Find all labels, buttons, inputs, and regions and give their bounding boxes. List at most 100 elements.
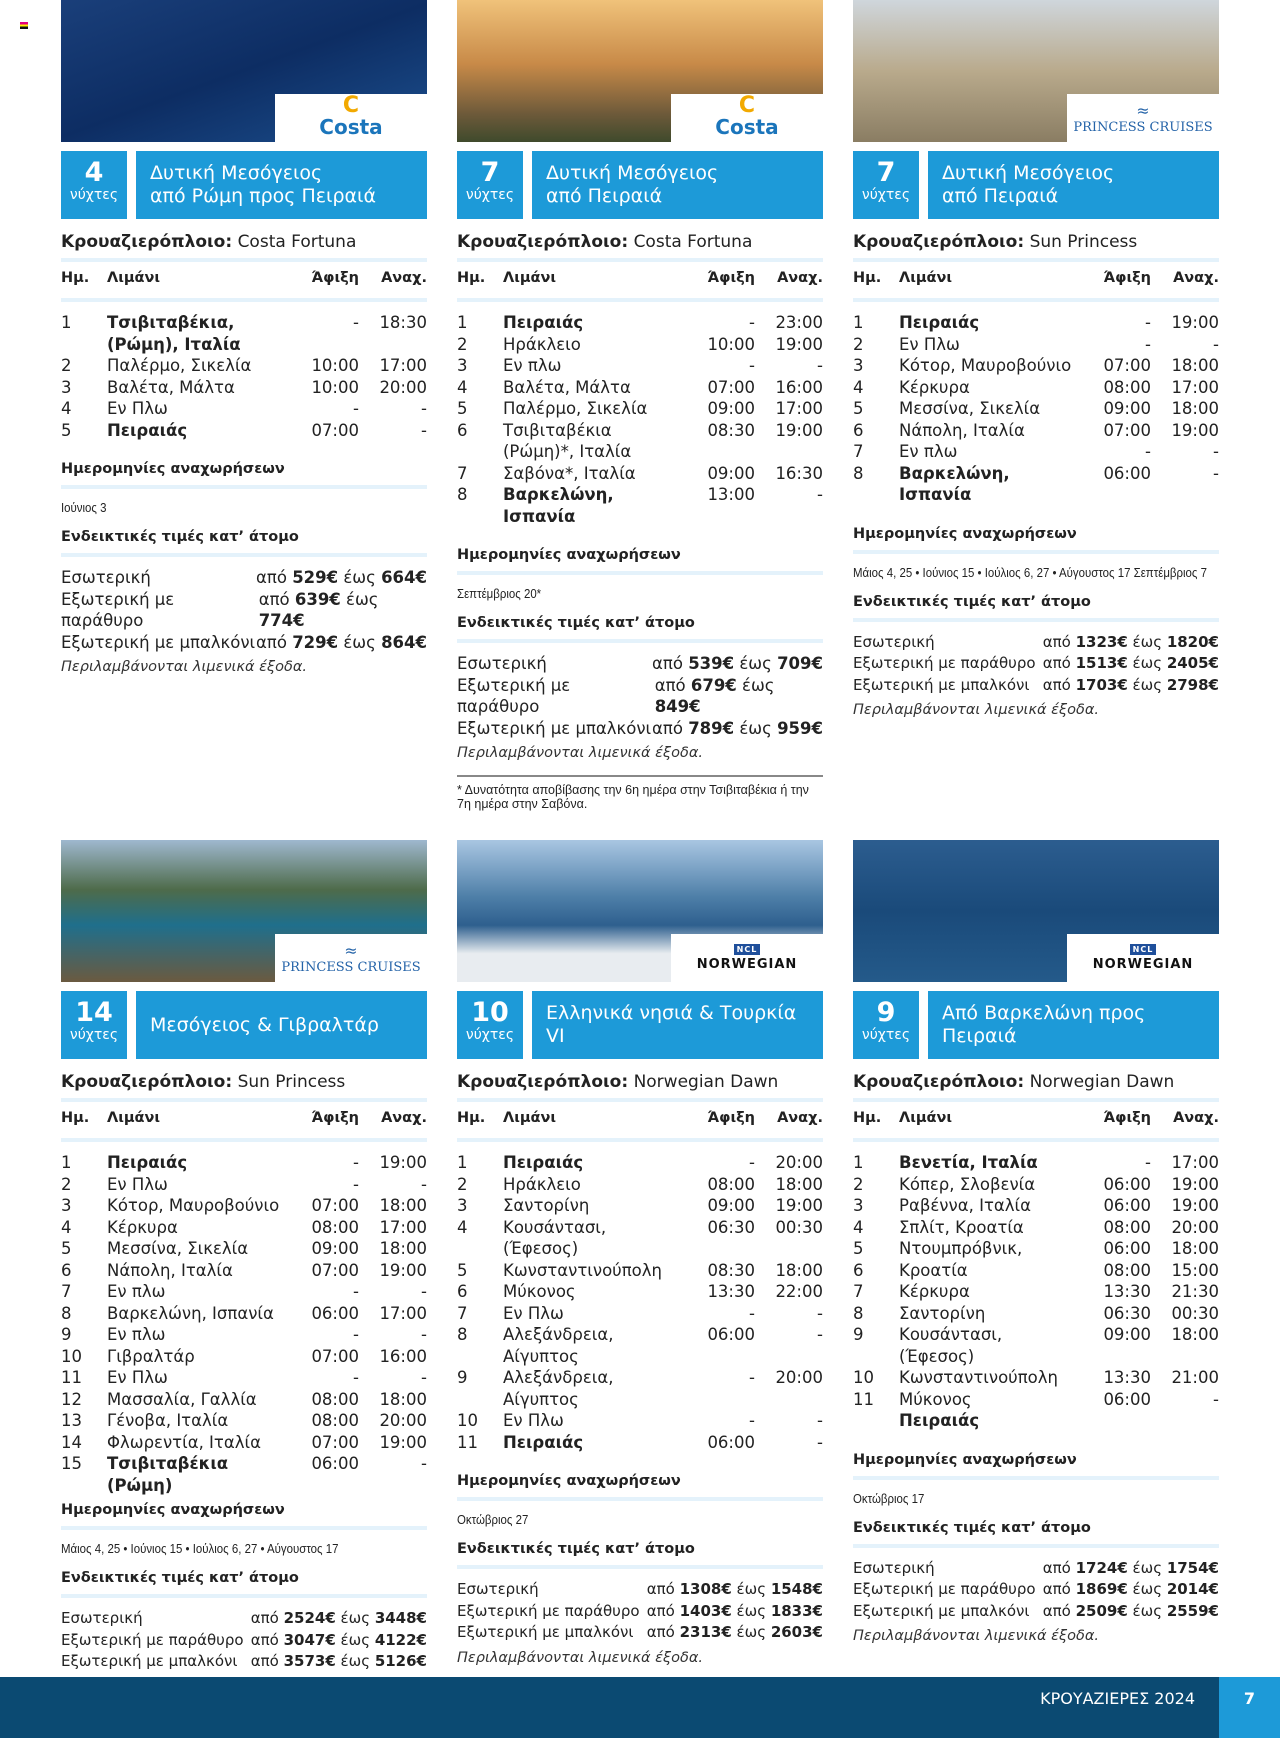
price-list: Εσωτερική από 539€ έως 709€ Εξωτερική με π…: [457, 653, 823, 739]
price-range: από 2313€ έως 2603€: [647, 1622, 823, 1644]
cruise-header: 4 νύχτες Δυτική Μεσόγειος από Ρώμη προς Πε…: [61, 151, 427, 219]
nights-count: 7: [480, 157, 500, 188]
price-row: Εξωτερική με παράθυρο από 1513€ έως 2405€: [853, 653, 1219, 675]
ship-name: Κρουαζιερόπλοιο: Costa Fortuna: [457, 232, 823, 252]
port: Πειραιάς: [899, 313, 980, 332]
cabin-type: Εσωτερική: [457, 1580, 539, 1598]
departure: 17:00: [379, 1303, 427, 1323]
arrival: -: [353, 1153, 359, 1172]
table-row: 2 Ηράκλειο 10:00 19:00: [457, 334, 823, 356]
port: Φλωρεντία, Ιταλία: [107, 1432, 261, 1452]
day: 2: [853, 1174, 864, 1194]
port: Κωνσταντινούπολη: [503, 1260, 662, 1280]
price-row: Εξωτερική με παράθυρο από 3047€ έως 4122€: [61, 1630, 427, 1652]
col-departure: Αναχ.: [755, 270, 823, 302]
arrival: -: [749, 356, 755, 375]
col-day: Ημ.: [853, 1110, 899, 1142]
col-arrival: Άφιξη: [289, 1110, 359, 1142]
price-to: 5126€: [374, 1652, 427, 1670]
cruise-title-line: Ελληνικά νησιά & Τουρκία VI: [546, 1002, 797, 1047]
cruise-title: Μεσόγειος & Γιβραλτάρ: [136, 991, 427, 1059]
ship-label: Κρουαζιερόπλοιο:: [853, 232, 1025, 252]
price-from: 1703€: [1075, 675, 1128, 694]
price-row: Εσωτερική από 539€ έως 709€: [457, 653, 823, 675]
price-list: Εσωτερική από 1308€ έως 1548€ Εξωτερική με…: [457, 1579, 823, 1644]
table-row: 3 Ραβέννα, Ιταλία 06:00 19:00: [853, 1195, 1219, 1217]
day: 7: [457, 1303, 468, 1323]
day: 7: [853, 1282, 864, 1301]
day: 5: [61, 420, 72, 440]
nights-badge: 7 νύχτες: [457, 151, 523, 219]
col-arrival: Άφιξη: [289, 270, 359, 302]
arrival: 07:00: [311, 1196, 359, 1215]
from-word: από: [250, 1630, 279, 1649]
arrival: 08:00: [1103, 1260, 1151, 1280]
day: 3: [853, 1196, 864, 1215]
price-range: από 2509€ έως 2559€: [1043, 1601, 1219, 1623]
departure: 16:30: [775, 463, 823, 483]
cruise-header: 7 νύχτες Δυτική Μεσόγειος από Πειραιά: [853, 151, 1219, 219]
costa-logo: C Costa: [671, 94, 823, 142]
cabin-type: Εξωτερική με παράθυρο: [61, 1630, 244, 1649]
departure: -: [421, 1368, 427, 1387]
col-day: Ημ.: [853, 270, 899, 302]
price-note: Περιλαμβάνονται λιμενικά έξοδα.: [457, 1649, 704, 1666]
prices-heading: Ενδεικτικές τιμές κατ’ άτομο: [61, 529, 427, 557]
nights-count: 7: [876, 157, 896, 188]
price-from: 1724€: [1075, 1558, 1128, 1577]
cabin-type: Εξωτερική με παράθυρο: [457, 1601, 640, 1620]
table-row: 2 Παλέρμο, Σικελία 10:00 17:00: [61, 355, 427, 377]
norwegian-logo: NCL NORWEGIAN: [1067, 934, 1219, 982]
ship-name: Κρουαζιερόπλοιο: Sun Princess: [853, 232, 1219, 252]
table-row: 11 Εν Πλω - -: [61, 1367, 427, 1389]
to-word: έως: [739, 718, 772, 738]
port: Εν πλω: [107, 1282, 166, 1301]
port: Βενετία, Ιταλία: [899, 1153, 1038, 1172]
day: 10: [457, 1411, 478, 1430]
to-word: έως: [736, 1580, 767, 1598]
cabin-type: Εξωτερική με μπαλκόνι: [61, 632, 256, 652]
nights-count: 9: [876, 997, 896, 1028]
departure: 20:00: [1171, 1217, 1219, 1237]
price-from: 639€: [294, 589, 341, 609]
from-word: από: [1042, 675, 1071, 694]
departure: 19:00: [1171, 420, 1219, 440]
nights-label: νύχτες: [861, 1027, 911, 1043]
day: 4: [457, 1217, 468, 1237]
departure: 18:00: [379, 1239, 427, 1258]
cabin-type: Εξωτερική με παράθυρο: [853, 1580, 1036, 1598]
table-row: 11 Μύκονος 06:00 -: [853, 1389, 1219, 1411]
arrival: 13:30: [1103, 1282, 1151, 1301]
from-word: από: [652, 718, 683, 738]
from-word: από: [652, 654, 683, 673]
price-from: 1403€: [679, 1601, 732, 1620]
departure: 18:00: [1171, 399, 1219, 418]
table-row: 7 Εν πλω - -: [853, 441, 1219, 463]
price-range: από 789€ έως 959€: [652, 718, 823, 740]
port: Τσιβιταβέκια, (Ρώμη), Ιταλία: [107, 313, 241, 354]
arrival: 10:00: [311, 377, 359, 397]
price-to: 3448€: [374, 1609, 427, 1627]
cruise-card: C Costa 4 νύχτες Δυτική Μεσόγειος από Ρώμη …: [61, 0, 427, 675]
ship-value: Sun Princess: [1029, 232, 1138, 252]
port: Βαλέτα, Μάλτα: [107, 377, 235, 397]
to-word: έως: [343, 632, 376, 652]
price-to: 2798€: [1166, 675, 1219, 694]
nights-badge: 14 νύχτες: [61, 991, 127, 1059]
price-range: από 3573€ έως 5126€: [251, 1651, 427, 1673]
price-range: από 2524€ έως 3448€: [251, 1608, 427, 1630]
price-range: από 1308€ έως 1548€: [647, 1579, 823, 1601]
port: Μεσσίνα, Σικελία: [899, 399, 1041, 418]
arrival: 06:00: [1103, 1389, 1151, 1409]
arrival: 07:00: [1103, 356, 1151, 375]
col-day: Ημ.: [61, 1110, 107, 1142]
arrival: 09:00: [1103, 399, 1151, 418]
departure: 18:00: [1171, 1325, 1219, 1344]
departure: 18:00: [379, 1389, 427, 1409]
dates-heading: Ημερομηνίες αναχωρήσεων: [61, 1502, 427, 1530]
price-range: από 3047€ έως 4122€: [251, 1630, 427, 1652]
nights-badge: 7 νύχτες: [853, 151, 919, 219]
port: Σαβόνα*, Ιταλία: [503, 463, 636, 483]
norwegian-logo: NCL NORWEGIAN: [671, 934, 823, 982]
from-word: από: [250, 1609, 279, 1627]
